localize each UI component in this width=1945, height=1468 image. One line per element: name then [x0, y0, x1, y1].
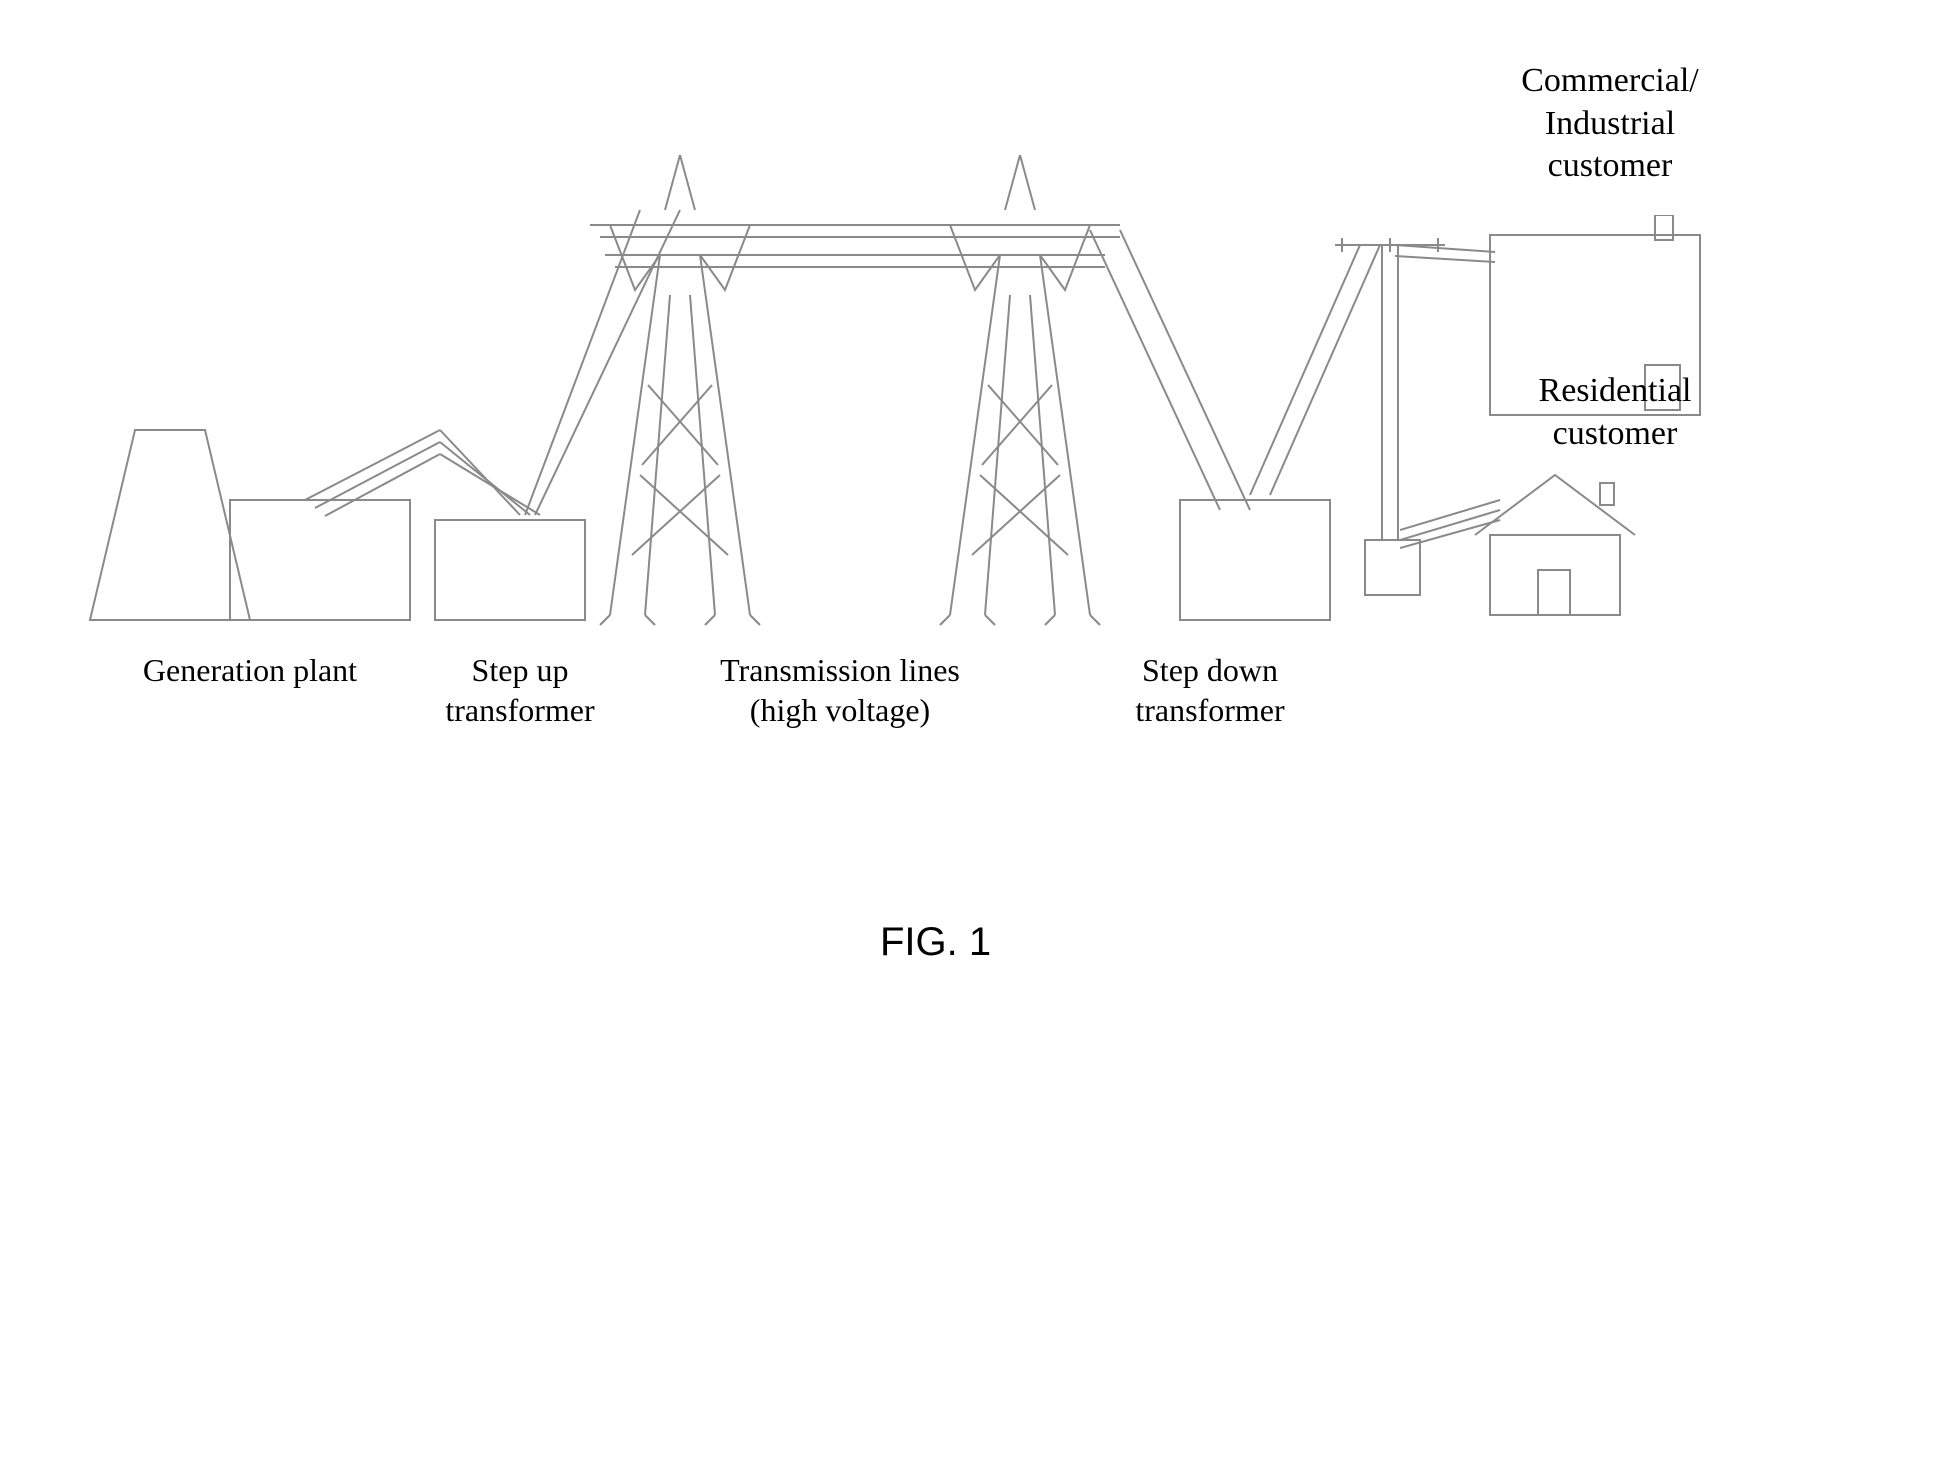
power-grid-diagram: Generation plant Step up transformer Tra… — [80, 60, 1880, 960]
step-up-transformer-label: Step up transformer — [410, 650, 630, 730]
step-down-transformer-icon — [1175, 495, 1345, 635]
step-down-transformer-label: Step down transformer — [1090, 650, 1330, 730]
generation-plant-icon — [80, 420, 460, 640]
transmission-lines-label: Transmission lines (high voltage) — [660, 650, 1020, 730]
residential-customer-label: Residential customer — [1500, 370, 1730, 455]
wires-pole-to-commercial — [1395, 238, 1505, 278]
figure-label: FIG. 1 — [880, 920, 991, 965]
generation-plant-label: Generation plant — [90, 650, 410, 690]
commercial-customer-label: Commercial/ Industrial customer — [1480, 60, 1740, 188]
wires-stepdown-to-pole — [1230, 235, 1410, 515]
wires-pole-to-residential — [1400, 490, 1510, 550]
